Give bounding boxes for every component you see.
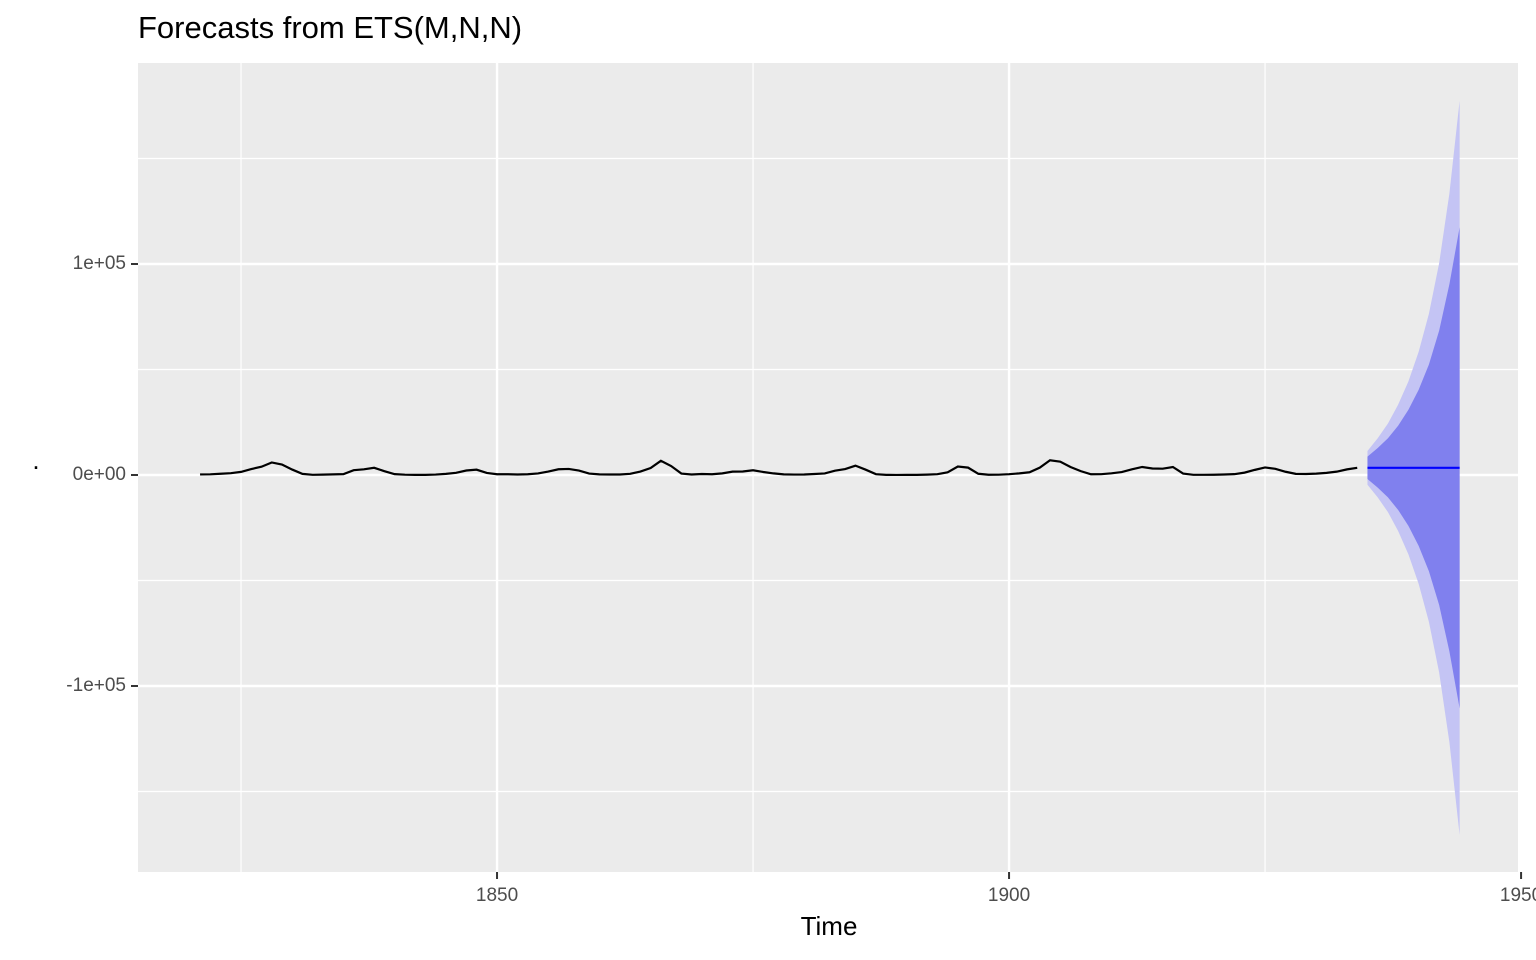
panel — [138, 63, 1518, 872]
y-tick-label: 1e+05 — [73, 253, 126, 274]
x-axis-title: Time — [801, 911, 858, 941]
series-line — [200, 459, 1358, 477]
chart-title: Forecasts from ETS(M,N,N) — [138, 10, 522, 45]
y-axis-title: . — [32, 445, 39, 475]
x-tick-label: 1900 — [988, 885, 1030, 906]
y-tick-label: -1e+05 — [66, 675, 126, 696]
y-tick-label: 0e+00 — [73, 464, 126, 485]
x-tick-label: 1950 — [1500, 885, 1536, 906]
x-tick-label: 1850 — [476, 885, 518, 906]
